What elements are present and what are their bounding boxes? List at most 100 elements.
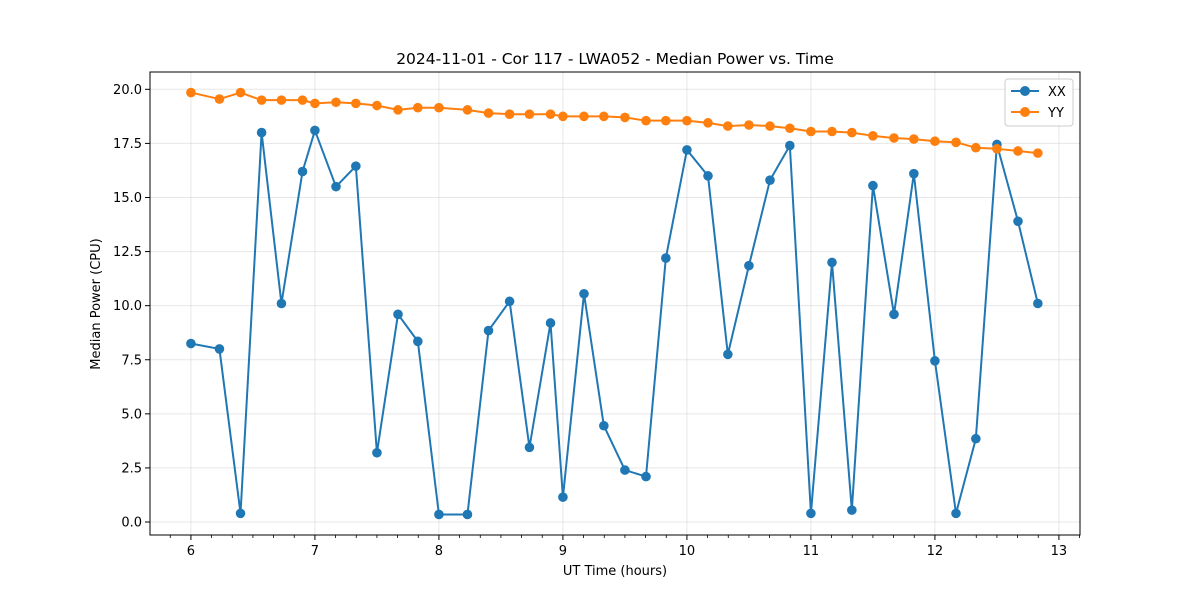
y-tick-label: 0.0 xyxy=(121,516,142,531)
data-point-yy xyxy=(744,120,754,130)
y-tick-label: 7.5 xyxy=(121,353,142,368)
data-point-xx xyxy=(310,125,320,136)
data-point-yy xyxy=(661,115,671,126)
y-axis-label: Median Power (CPU) xyxy=(89,238,104,369)
data-point-yy xyxy=(909,134,919,144)
data-point-yy xyxy=(393,105,403,115)
data-point-yy xyxy=(765,121,775,131)
series-layer xyxy=(186,87,1043,520)
data-point-yy xyxy=(889,133,899,143)
data-point-xx xyxy=(558,492,568,502)
data-point-yy xyxy=(951,137,961,148)
data-point-yy xyxy=(235,87,246,98)
data-point-xx xyxy=(214,344,225,354)
data-point-xx xyxy=(462,509,473,520)
legend-marker-xx xyxy=(1020,86,1030,96)
data-point-xx xyxy=(297,166,308,177)
y-tick-label: 17.5 xyxy=(113,137,142,152)
data-point-xx xyxy=(765,175,775,185)
data-point-yy xyxy=(545,109,556,119)
legend-label-xx: XX xyxy=(1048,85,1066,100)
y-tick-label: 10.0 xyxy=(113,299,142,314)
data-point-yy xyxy=(971,142,981,153)
data-point-yy xyxy=(483,108,494,118)
data-point-yy xyxy=(1013,146,1023,156)
data-point-xx xyxy=(434,509,444,520)
data-point-yy xyxy=(806,126,816,137)
data-point-xx xyxy=(723,349,733,360)
data-point-xx xyxy=(545,318,556,328)
legend-marker-yy xyxy=(1020,107,1030,117)
data-point-yy xyxy=(868,131,878,141)
data-point-xx xyxy=(186,338,196,349)
x-tick-label: 10 xyxy=(679,544,696,559)
data-point-yy xyxy=(351,98,361,109)
y-tick-label: 20.0 xyxy=(113,83,142,98)
data-point-yy xyxy=(930,136,940,147)
data-point-xx xyxy=(599,420,609,431)
data-point-xx xyxy=(682,145,692,155)
series-xx xyxy=(186,125,1043,520)
data-point-yy xyxy=(434,102,444,113)
data-point-xx xyxy=(868,180,878,191)
x-tick-label: 6 xyxy=(187,544,195,559)
data-point-xx xyxy=(524,442,535,453)
data-point-xx xyxy=(806,508,816,519)
data-point-xx xyxy=(235,508,246,519)
x-tick-label: 13 xyxy=(1051,544,1068,559)
data-point-xx xyxy=(889,309,899,320)
data-point-yy xyxy=(524,109,535,119)
data-point-xx xyxy=(744,260,754,271)
data-point-xx xyxy=(641,471,651,482)
x-tick-label: 8 xyxy=(435,544,443,559)
data-point-yy xyxy=(372,100,382,111)
x-tick-label: 12 xyxy=(927,544,944,559)
data-point-yy xyxy=(847,127,857,138)
series-yy xyxy=(186,87,1043,158)
grid-layer xyxy=(150,72,1080,535)
data-point-xx xyxy=(372,447,382,458)
data-point-yy xyxy=(256,95,267,105)
data-point-yy xyxy=(558,111,568,122)
data-point-xx xyxy=(847,505,857,515)
data-point-yy xyxy=(703,118,713,128)
data-point-xx xyxy=(1033,298,1043,309)
data-point-xx xyxy=(331,181,341,192)
data-point-yy xyxy=(723,121,733,131)
data-point-xx xyxy=(393,309,403,320)
data-point-xx xyxy=(413,336,423,347)
x-tick-label: 11 xyxy=(803,544,820,559)
legend: XX YY xyxy=(1004,78,1074,127)
data-point-yy xyxy=(462,105,473,115)
data-point-yy xyxy=(214,94,225,104)
data-point-xx xyxy=(827,257,837,268)
data-point-yy xyxy=(297,95,308,105)
y-tick-label: 12.5 xyxy=(113,245,142,260)
data-point-xx xyxy=(256,127,267,138)
data-point-xx xyxy=(1013,216,1023,227)
x-tick-label: 9 xyxy=(559,544,567,559)
y-tick-label: 2.5 xyxy=(121,461,142,476)
data-point-yy xyxy=(827,126,837,137)
data-point-xx xyxy=(703,171,713,181)
data-point-xx xyxy=(579,288,589,299)
y-tick-label: 5.0 xyxy=(121,407,142,422)
data-point-yy xyxy=(641,115,651,126)
data-point-yy xyxy=(682,115,692,126)
data-point-xx xyxy=(971,433,981,444)
plot-frame xyxy=(149,71,1081,536)
data-point-xx xyxy=(930,356,940,366)
data-point-yy xyxy=(785,123,795,134)
data-point-yy xyxy=(620,112,630,123)
data-point-xx xyxy=(951,508,961,519)
axis-layer: 6 7 8 9 10 11 12 13 0.0 2.5 5.0 7.5 10.0 12.5 15.0 17.5… xyxy=(113,83,1080,559)
legend-entry-xx: XX xyxy=(1011,85,1066,100)
series-line-xx xyxy=(190,129,1039,516)
data-point-yy xyxy=(599,111,609,122)
data-point-yy xyxy=(579,111,589,122)
data-point-xx xyxy=(909,168,919,179)
data-point-yy xyxy=(276,95,287,105)
